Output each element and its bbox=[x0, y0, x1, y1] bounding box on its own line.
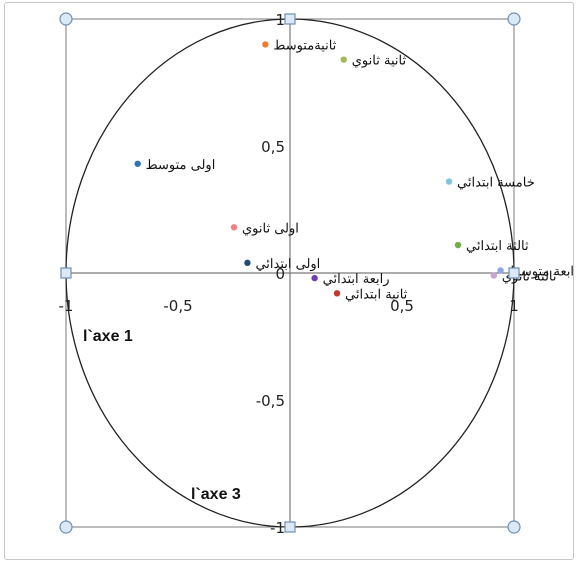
side-resize-handle[interactable] bbox=[284, 521, 296, 533]
x-tick-label: -1 bbox=[59, 297, 74, 315]
point-label: رابعة ابتدائي bbox=[323, 272, 390, 287]
point-label: رابعة متوسط bbox=[509, 264, 573, 279]
x-axis-title: l`axe 1 bbox=[83, 328, 133, 345]
y-tick-label: 0 bbox=[275, 265, 285, 283]
correlation-circle-chart: -1 -0,5 0,5 1 -1 -0,5 0 0,5 1 ثانيةمتوسط ثانية ثا… bbox=[59, 11, 573, 537]
point-label: اولى متوسط bbox=[146, 158, 216, 173]
resize-handles[interactable] bbox=[59, 12, 521, 534]
data-point bbox=[244, 259, 251, 267]
data-point bbox=[262, 41, 269, 48]
side-resize-handle[interactable] bbox=[60, 267, 72, 279]
point-labels: ثانيةمتوسط ثانية ثانوي اولى متوسط خامسة ابت… bbox=[146, 38, 573, 302]
chart-frame: -1 -0,5 0,5 1 -1 -0,5 0 0,5 1 ثانيةمتوسط ثانية ثا… bbox=[4, 2, 574, 560]
point-label: اولى ثانوي bbox=[242, 221, 299, 236]
data-point bbox=[497, 267, 504, 274]
y-axis-title: l`axe 3 bbox=[191, 486, 241, 503]
point-label: اولى ابتدائي bbox=[255, 257, 320, 272]
tick-labels: -1 -0,5 0,5 1 -1 -0,5 0 0,5 1 bbox=[59, 11, 519, 537]
corner-resize-handle[interactable] bbox=[59, 12, 73, 26]
x-tick-label: 0,5 bbox=[390, 297, 414, 315]
corner-resize-handle[interactable] bbox=[507, 12, 521, 26]
y-tick-label: -1 bbox=[270, 519, 285, 537]
data-point bbox=[134, 160, 141, 167]
data-point bbox=[230, 224, 238, 231]
x-tick-label: -0,5 bbox=[163, 297, 192, 315]
point-label: ثانيةمتوسط bbox=[273, 38, 336, 53]
data-point bbox=[454, 241, 462, 249]
point-label: خامسة ابتدائي bbox=[457, 176, 535, 191]
data-points bbox=[134, 41, 504, 297]
axes bbox=[66, 19, 514, 527]
point-label: ثانية ابتدائي bbox=[345, 287, 408, 302]
point-label: ثالثة ابتدائي bbox=[466, 239, 529, 254]
y-tick-label: -0,5 bbox=[256, 392, 285, 410]
side-resize-handle[interactable] bbox=[508, 267, 520, 279]
side-resize-handle[interactable] bbox=[284, 13, 296, 25]
data-point bbox=[490, 272, 498, 279]
x-tick-label: 1 bbox=[509, 297, 519, 315]
corner-resize-handle[interactable] bbox=[507, 520, 521, 534]
data-point bbox=[333, 290, 341, 297]
data-point bbox=[445, 178, 453, 185]
corner-resize-handle[interactable] bbox=[59, 520, 73, 534]
data-point bbox=[340, 56, 347, 63]
y-tick-label: 1 bbox=[275, 11, 285, 29]
point-label: ثانية ثانوي bbox=[352, 54, 407, 69]
data-point bbox=[311, 274, 318, 282]
y-tick-label: 0,5 bbox=[261, 138, 285, 156]
